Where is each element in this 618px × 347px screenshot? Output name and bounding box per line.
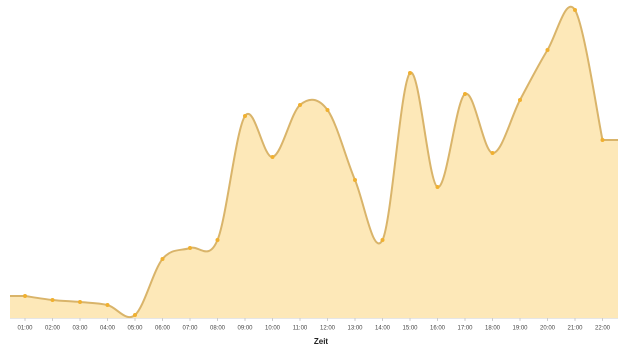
data-point	[23, 294, 27, 298]
data-point	[270, 155, 275, 159]
x-tick-label: 22:00	[595, 326, 611, 332]
x-tick-label: 16:00	[430, 326, 446, 332]
data-point	[160, 257, 165, 261]
data-point	[105, 303, 110, 307]
x-tick-label: 02:00	[45, 326, 61, 332]
data-point	[463, 92, 467, 96]
data-point	[133, 313, 137, 317]
data-point	[353, 178, 357, 182]
x-tick-label: 08:00	[210, 326, 226, 332]
data-point	[435, 185, 440, 189]
data-point	[545, 48, 550, 52]
x-tick-label: 04:00	[100, 326, 116, 332]
x-tick-label: 07:00	[182, 326, 198, 332]
x-tick-label: 01:00	[17, 326, 33, 332]
data-point	[188, 246, 192, 250]
data-point	[325, 108, 330, 112]
x-tick-label: 10:00	[265, 326, 281, 332]
x-axis-title: Zeit	[314, 337, 329, 346]
data-point	[50, 298, 55, 302]
x-tick-label: 13:00	[347, 326, 363, 332]
data-point	[298, 103, 302, 107]
x-tick-label: 19:00	[512, 326, 528, 332]
x-tick-label: 12:00	[320, 326, 336, 332]
x-tick-label: 06:00	[155, 326, 171, 332]
x-tick-label: 20:00	[540, 326, 556, 332]
x-tick-label: 14:00	[375, 326, 391, 332]
x-tick-label: 09:00	[237, 326, 253, 332]
data-point	[600, 138, 605, 142]
x-tick-label: 18:00	[485, 326, 501, 332]
data-point	[408, 71, 412, 75]
data-point	[215, 238, 220, 242]
x-tick-label: 03:00	[72, 326, 88, 332]
data-point	[243, 114, 247, 118]
x-tick-label: 05:00	[127, 326, 143, 332]
data-point	[490, 151, 495, 155]
x-tick-label: 17:00	[457, 326, 473, 332]
data-point	[380, 238, 385, 242]
x-tick-label: 21:00	[567, 326, 583, 332]
data-point	[78, 300, 82, 304]
data-point	[518, 98, 522, 102]
data-point	[573, 8, 577, 12]
area-fill	[10, 6, 618, 319]
x-tick-label: 15:00	[402, 326, 418, 332]
x-tick-label: 11:00	[293, 326, 308, 332]
